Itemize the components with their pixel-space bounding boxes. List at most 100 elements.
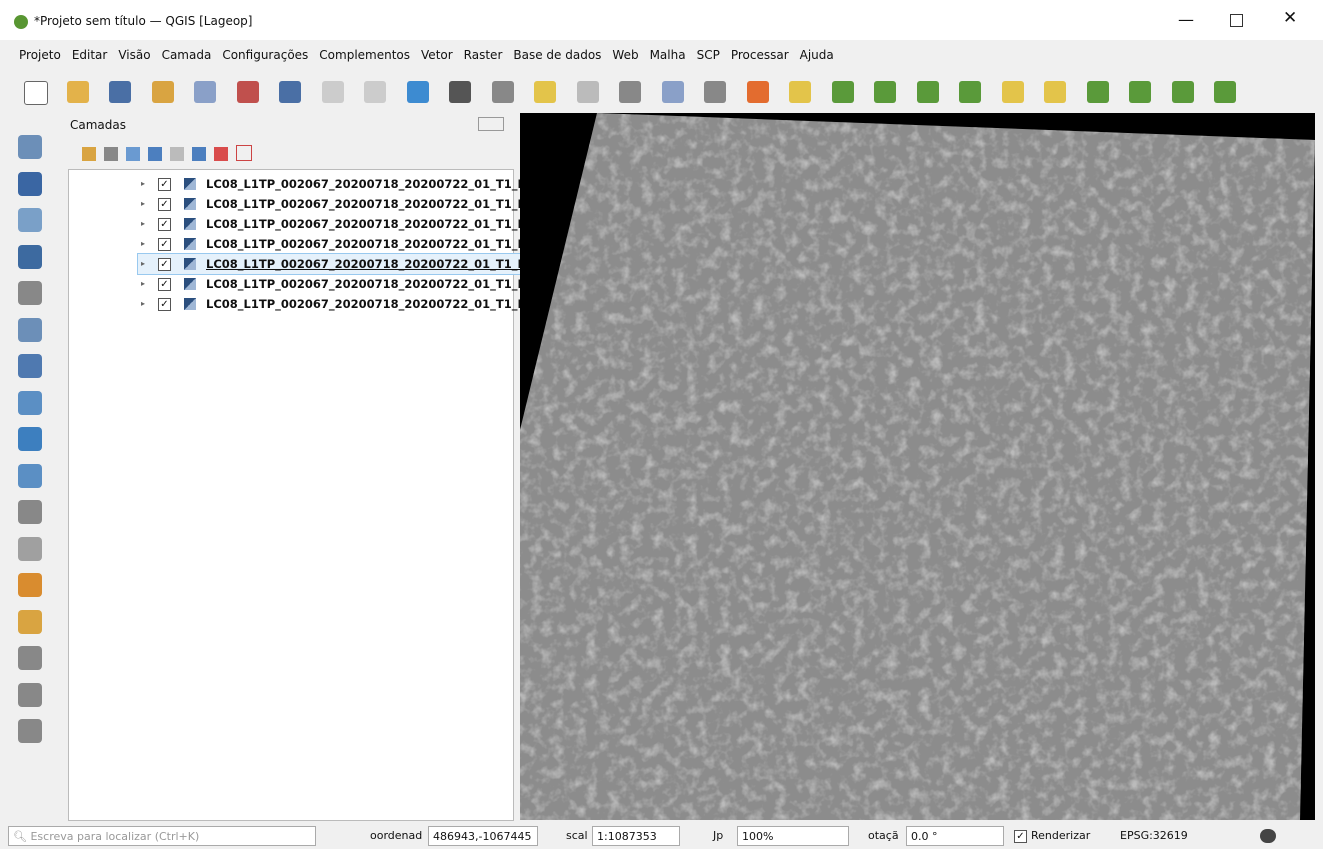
layer-row[interactable]: ▸ ✓ LC08_L1TP_002067_20200718_20200722_01_… <box>138 214 572 234</box>
menu-item[interactable]: Base de dados <box>513 48 602 62</box>
visibility-checkbox[interactable]: ✓ <box>158 198 171 211</box>
tool-button[interactable] <box>18 609 42 634</box>
menu-item[interactable]: Processar <box>730 48 789 62</box>
toolbar-button[interactable] <box>916 81 939 103</box>
toolbar-button[interactable] <box>534 81 556 103</box>
toolbar-button[interactable] <box>24 81 48 105</box>
layer-name[interactable]: LC08_L1TP_002067_20200718_20200722_01_T1… <box>206 297 535 311</box>
tool-button[interactable] <box>18 244 42 269</box>
layer-name[interactable]: LC08_L1TP_002067_20200718_20200722_01_T1… <box>206 177 535 191</box>
toolbar-button[interactable] <box>279 81 301 103</box>
toolbar-button[interactable] <box>406 81 429 103</box>
tool-button[interactable] <box>18 719 42 743</box>
visibility-checkbox[interactable]: ✓ <box>158 218 171 231</box>
toolbar-button[interactable] <box>364 81 386 103</box>
menu-item[interactable]: Configurações <box>222 48 309 62</box>
toolbar-button[interactable] <box>1129 81 1151 103</box>
tool-button[interactable] <box>18 500 42 524</box>
menu-item[interactable]: Camada <box>161 48 212 62</box>
expander[interactable]: ▸ <box>141 239 146 248</box>
tool-button[interactable] <box>18 427 42 451</box>
menu-item[interactable]: SCP <box>696 48 720 62</box>
layer-name[interactable]: LC08_L1TP_002067_20200718_20200722_01_T1… <box>206 277 535 291</box>
maximize-button[interactable] <box>1230 14 1243 27</box>
rotation-field[interactable]: 0.0 ° <box>906 826 1004 846</box>
toolbar-button[interactable] <box>236 81 259 103</box>
menu-item[interactable]: Web <box>612 48 639 62</box>
toolbar-button[interactable] <box>491 81 514 103</box>
toolbar-button[interactable] <box>151 81 174 103</box>
menu-item[interactable]: Raster <box>463 48 503 62</box>
menu-item[interactable]: Complementos <box>319 48 411 62</box>
close-button[interactable]: ✕ <box>1283 8 1298 28</box>
menu-item[interactable]: Vetor <box>421 48 453 62</box>
menu-item[interactable]: Ajuda <box>799 48 834 62</box>
render-checkbox[interactable]: ✓ <box>1014 830 1027 843</box>
layer-row[interactable]: ▸ ✓ LC08_L1TP_002067_20200718_20200722_01_… <box>138 274 572 294</box>
toolbar-button[interactable] <box>1171 81 1194 103</box>
expander[interactable]: ▸ <box>141 299 146 308</box>
magnifier-field[interactable]: 100% <box>737 826 849 846</box>
layer-name[interactable]: LC08_L1TP_002067_20200718_20200722_01_T1… <box>206 257 535 271</box>
visibility-checkbox[interactable]: ✓ <box>158 278 171 291</box>
visibility-checkbox[interactable]: ✓ <box>158 298 171 311</box>
toolbar-button[interactable] <box>661 81 684 103</box>
layer-row[interactable]: ▸ ✓ LC08_L1TP_002067_20200718_20200722_01_… <box>138 174 572 194</box>
toolbar-button[interactable] <box>109 81 131 103</box>
toolbar-button[interactable] <box>66 81 89 103</box>
menu-item[interactable]: Visão <box>118 48 151 62</box>
messages-icon[interactable] <box>1260 829 1276 843</box>
toolbar-button[interactable] <box>321 81 344 103</box>
layer-name[interactable]: LC08_L1TP_002067_20200718_20200722_01_T1… <box>206 237 535 251</box>
tool-button[interactable] <box>18 354 42 378</box>
scale-field[interactable]: 1:1087353 <box>592 826 680 846</box>
toolbar-button[interactable] <box>789 81 811 103</box>
expander[interactable]: ▸ <box>141 219 146 228</box>
tool-button[interactable] <box>18 135 42 159</box>
layer-row[interactable]: ▸ ✓ LC08_L1TP_002067_20200718_20200722_01_… <box>138 234 572 254</box>
tool-button[interactable] <box>18 463 42 488</box>
toolbar-button[interactable] <box>576 81 599 103</box>
crs-label[interactable]: EPSG:32619 <box>1120 829 1188 842</box>
tool-button[interactable] <box>18 281 42 305</box>
toolbar-button[interactable] <box>746 81 769 103</box>
expander[interactable]: ▸ <box>141 259 146 268</box>
tool-button[interactable] <box>18 646 42 670</box>
tool-button[interactable] <box>18 171 42 196</box>
toolbar-button[interactable] <box>704 81 726 103</box>
menu-item[interactable]: Malha <box>649 48 686 62</box>
layer-name[interactable]: LC08_L1TP_002067_20200718_20200722_01_T1… <box>206 217 535 231</box>
layer-row[interactable]: ▸ ✓ LC08_L1TP_002067_20200718_20200722_01_… <box>138 294 572 314</box>
toolbar-button[interactable] <box>1044 81 1066 103</box>
expander[interactable]: ▸ <box>141 179 146 188</box>
search-box[interactable]: 🔍︎ Escreva para localizar (Ctrl+K) <box>8 826 316 846</box>
tool-button[interactable] <box>18 317 42 342</box>
layer-name[interactable]: LC08_L1TP_002067_20200718_20200722_01_T1… <box>206 197 535 211</box>
toolbar-button[interactable] <box>831 81 854 103</box>
expander[interactable]: ▸ <box>141 279 146 288</box>
layer-row[interactable]: ▸ ✓ LC08_L1TP_002067_20200718_20200722_01_… <box>137 253 573 275</box>
minimize-button[interactable]: — <box>1178 10 1194 29</box>
toolbar-button[interactable] <box>1001 81 1024 103</box>
toolbar-button[interactable] <box>874 81 896 103</box>
visibility-checkbox[interactable]: ✓ <box>158 238 171 251</box>
tool-button[interactable] <box>18 573 42 597</box>
menu-item[interactable]: Projeto <box>19 48 61 62</box>
expander[interactable]: ▸ <box>141 199 146 208</box>
toolbar-button[interactable] <box>1214 81 1236 103</box>
visibility-checkbox[interactable]: ✓ <box>158 178 171 191</box>
toolbar-button[interactable] <box>959 81 981 103</box>
toolbar-button[interactable] <box>194 81 216 103</box>
tool-button[interactable] <box>18 208 42 232</box>
toolbar-button[interactable] <box>1086 81 1109 103</box>
tool-button[interactable] <box>18 682 42 707</box>
visibility-checkbox[interactable]: ✓ <box>158 258 171 271</box>
coordinate-field[interactable]: 486943,-1067445 <box>428 826 538 846</box>
menu-item[interactable]: Editar <box>71 48 108 62</box>
layer-row[interactable]: ▸ ✓ LC08_L1TP_002067_20200718_20200722_01_… <box>138 194 572 214</box>
toolbar-button[interactable] <box>619 81 641 103</box>
panel-controls[interactable] <box>478 117 504 131</box>
tool-button[interactable] <box>18 536 42 561</box>
toolbar-button[interactable] <box>449 81 471 103</box>
tool-button[interactable] <box>18 390 42 415</box>
